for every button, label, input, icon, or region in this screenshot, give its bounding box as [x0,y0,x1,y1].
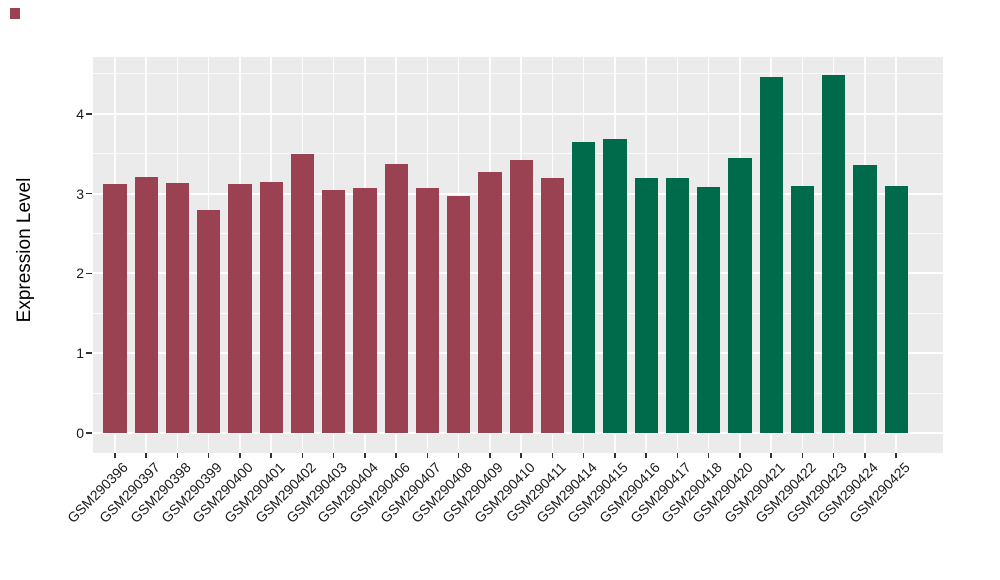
bar-GSM290398 [165,183,190,433]
bar-GSM290397 [134,176,158,433]
x-tick [176,453,179,458]
y-tick-label: 1 [76,345,84,362]
bar-GSM290404 [353,188,377,433]
bar-GSM290406 [384,164,408,433]
bar-GSM290409 [478,172,502,433]
plot-panel [92,57,943,453]
bar-GSM290420 [728,158,752,433]
bar-GSM290423 [822,74,846,433]
bar-GSM290399 [197,209,221,433]
bar-GSM290403 [322,189,346,433]
y-tick [86,432,92,434]
x-tick [707,453,710,458]
x-tick [801,453,804,458]
y-tick-label: 0 [76,425,84,441]
bar-GSM290408 [447,195,471,433]
bar-GSM290417 [665,177,690,433]
bar-GSM290410 [509,160,533,433]
bar-GSM290402 [290,153,315,433]
x-tick [457,453,460,458]
x-tick [489,453,491,458]
gridline-major-y [92,112,943,115]
bar-GSM290400 [228,184,252,433]
y-tick-label: 3 [76,185,84,202]
x-tick [395,453,397,458]
corner-mark [10,8,20,19]
x-tick [864,453,866,458]
gridline-minor-y [92,153,943,155]
y-tick-label: 4 [76,105,84,122]
x-tick [832,453,835,458]
gridline-minor-y [92,73,943,75]
x-tick [551,453,554,458]
x-tick [145,453,147,458]
bar-GSM290424 [853,164,877,433]
x-tick [426,453,429,458]
y-tick [86,352,92,354]
bar-GSM290421 [759,77,783,433]
x-tick [582,453,585,458]
x-tick [114,453,116,458]
x-tick [676,453,679,458]
x-tick [520,453,522,458]
x-tick [270,453,272,458]
x-tick [895,453,897,458]
gridline-major-y [92,432,943,434]
x-tick [364,453,366,458]
bar-GSM290411 [540,177,565,433]
bar-GSM290416 [634,177,658,433]
y-tick [86,192,92,195]
x-tick [301,453,304,458]
bar-GSM290414 [572,141,596,433]
x-tick [770,453,772,458]
x-tick [239,453,241,458]
y-tick-label: 2 [76,265,84,282]
bar-GSM290418 [697,187,721,433]
bar-GSM290415 [603,139,627,433]
x-tick [739,453,741,458]
y-tick [86,272,92,275]
bar-GSM290407 [415,188,440,433]
x-tick [207,453,210,458]
bar-GSM290396 [103,184,127,433]
bar-GSM290422 [790,185,815,433]
x-tick [645,453,647,458]
bar-GSM290401 [259,181,283,433]
y-axis-title: Expression Level [14,177,35,323]
bar-GSM290425 [884,185,908,433]
x-tick [614,453,616,458]
x-tick [332,453,335,458]
y-tick [86,113,92,115]
